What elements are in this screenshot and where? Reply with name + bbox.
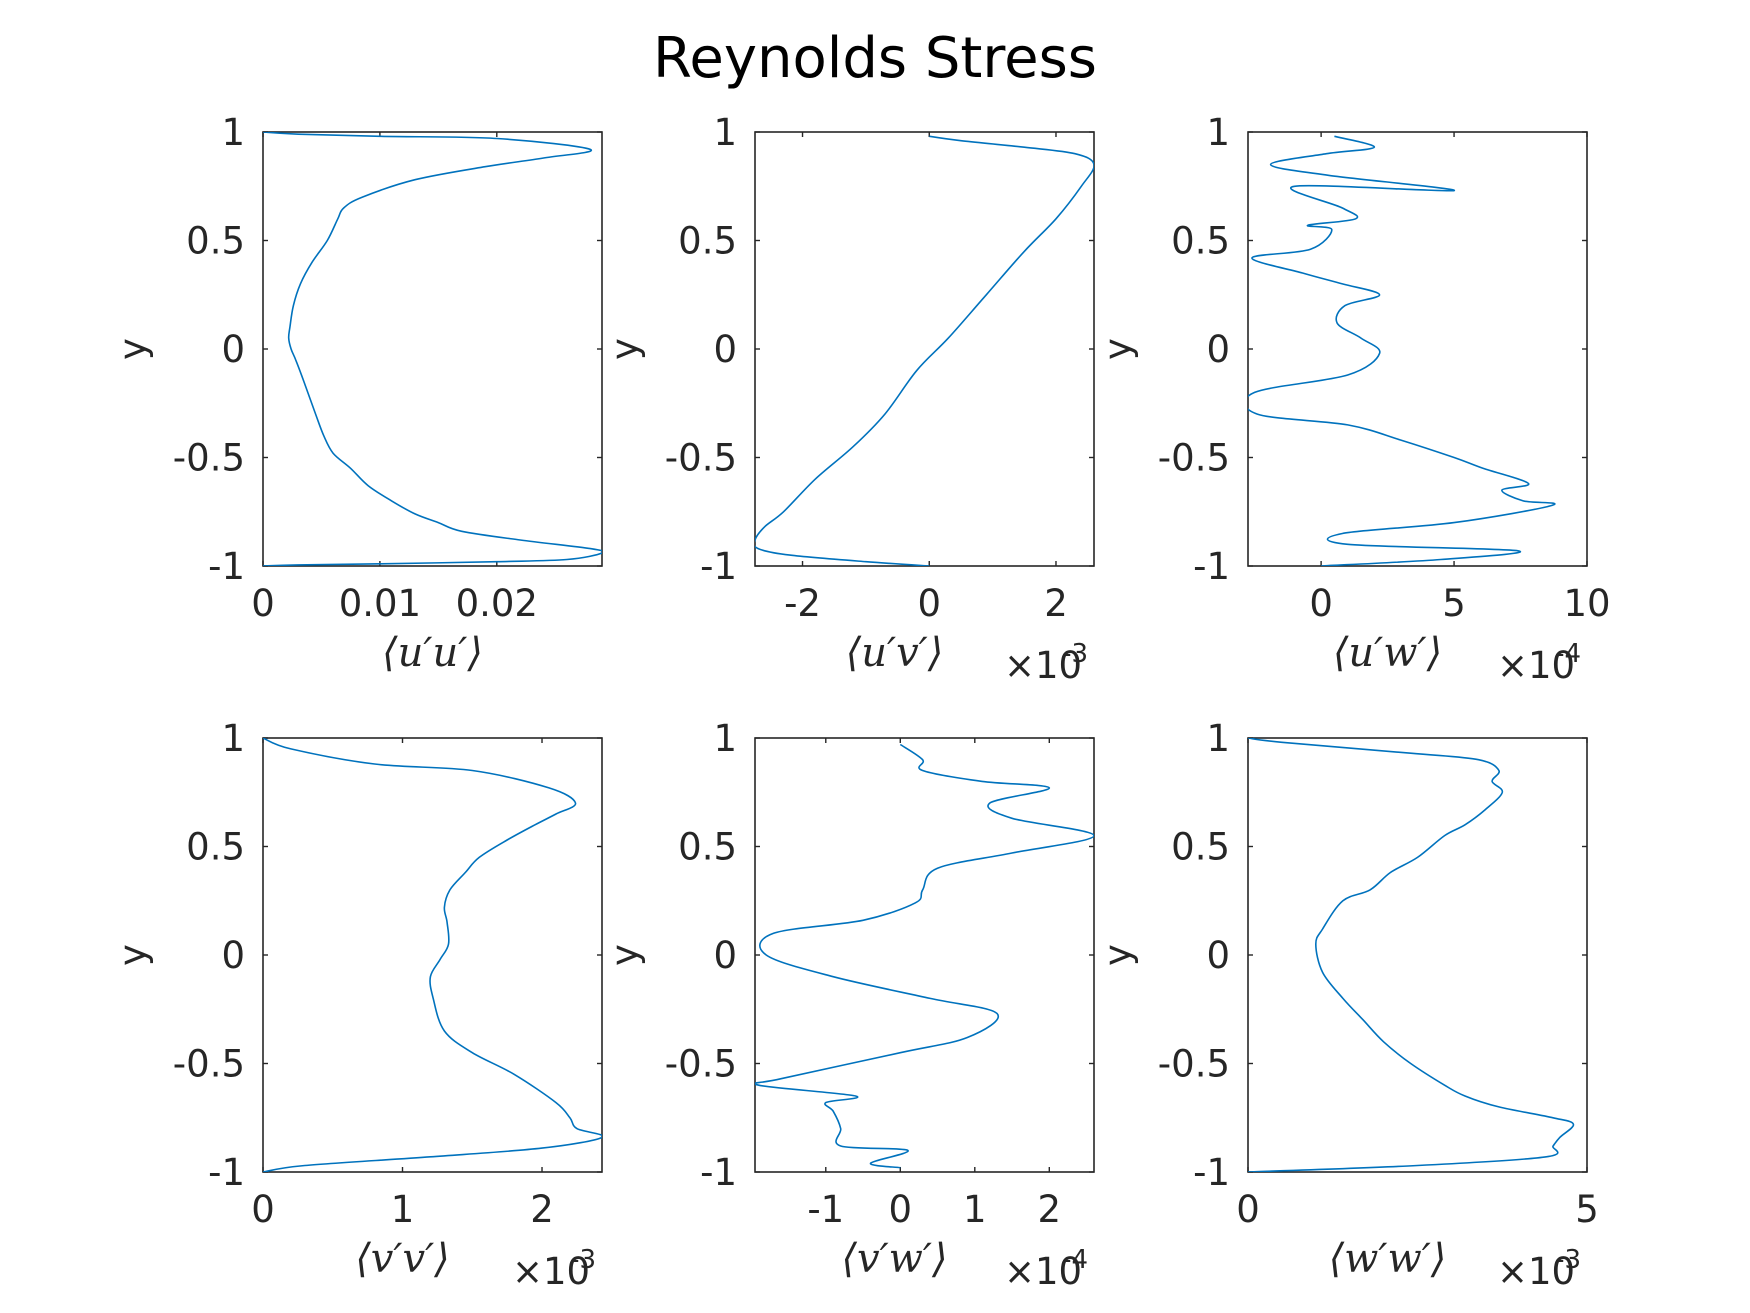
series-line (1248, 738, 1575, 1172)
x-axis-exponent: ×10 (1497, 644, 1575, 687)
y-tick-label: -0.5 (1158, 437, 1230, 480)
x-tick-label: 0 (251, 1188, 275, 1231)
x-axis-exponent: ×10 (1497, 1250, 1575, 1293)
x-tick-label: 2 (1038, 1188, 1062, 1231)
y-tick-label: 1 (713, 111, 737, 154)
x-tick-label: 0 (889, 1188, 913, 1231)
y-tick-label: -0.5 (1158, 1043, 1230, 1086)
y-tick-label: -1 (1193, 1151, 1230, 1194)
y-axis-label: y (1096, 338, 1139, 360)
y-tick-label: 1 (1206, 717, 1230, 760)
y-tick-label: 0 (713, 934, 737, 977)
x-axis-label: ⟨u′u′⟩ (382, 630, 483, 676)
subplot-6: -1 -0.5 0 0.5 1 0 5 y ⟨w′w′⟩ ×10-3 (1096, 717, 1599, 1293)
x-tick-label: 0.02 (456, 582, 538, 625)
y-tick-label: 0 (713, 328, 737, 371)
y-tick-label: -0.5 (173, 1043, 245, 1086)
x-axis-label: ⟨v′v′⟩ (355, 1236, 450, 1282)
subplot-1: -1 -0.5 0 0.5 1 0 0.01 0.02 y ⟨u′u′⟩ (111, 111, 603, 676)
y-axis-label: y (111, 338, 154, 360)
axes-box (262, 737, 603, 1173)
y-tick-label: 1 (1206, 111, 1230, 154)
x-axis-exponent: ×10 (512, 1250, 590, 1293)
x-tick-label: 5 (1442, 582, 1466, 625)
x-tick-label: 0 (1236, 1188, 1260, 1231)
figure-title: Reynolds Stress (653, 26, 1097, 91)
subplot-4: -1 -0.5 0 0.5 1 0 1 2 y ⟨v′v′⟩ ×10-3 (111, 717, 603, 1293)
y-tick-label: -0.5 (665, 437, 737, 480)
y-tick-label: -1 (208, 545, 245, 588)
x-tick-label: 0 (1309, 582, 1333, 625)
x-tick-label: 10 (1563, 582, 1610, 625)
x-tick-label: 0 (917, 582, 941, 625)
x-tick-label: 1 (391, 1188, 415, 1231)
y-tick-label: 0.5 (1171, 220, 1230, 263)
series-line (263, 738, 602, 1172)
y-tick-label: -1 (700, 545, 737, 588)
y-tick-label: 0.5 (678, 826, 737, 869)
x-tick-label: -1 (807, 1188, 844, 1231)
axes-box (1247, 737, 1588, 1173)
x-axis-exponent: ×10 (1004, 1250, 1082, 1293)
subplot-5: -1 -0.5 0 0.5 1 -1 0 1 2 y ⟨v′w′⟩ ×10-4 (603, 717, 1095, 1293)
y-tick-label: 1 (713, 717, 737, 760)
x-axis-exponent: ×10 (1004, 644, 1082, 687)
subplot-3: -1-0.500.510 5 10y⟨u′w′⟩ ×10-4 (1096, 111, 1611, 687)
y-tick-label: 0.5 (678, 220, 737, 263)
x-axis-label: ⟨v′w′⟩ (841, 1236, 947, 1282)
y-tick-label: 0 (221, 328, 245, 371)
series-line (263, 132, 602, 566)
y-tick-label: 1 (221, 717, 245, 760)
axes-box (754, 737, 1095, 1173)
subplot-grid: -1-0.500.510 0.01 0.02y⟨u′u′⟩-1-0.500.51-2… (111, 111, 1611, 1293)
series-line (1248, 135, 1556, 566)
x-tick-label: 2 (1044, 582, 1068, 625)
y-axis-label: y (603, 338, 646, 360)
series-line (755, 135, 1094, 566)
axes-box (262, 131, 603, 567)
subplot-2: -1 -0.5 0 0.5 1 -2 0 2 y ⟨u′v′⟩ ×10-3 (603, 111, 1095, 687)
x-tick-label: 2 (530, 1188, 554, 1231)
x-axis-label: ⟨u′v′⟩ (846, 630, 944, 676)
y-tick-label: 0 (1206, 934, 1230, 977)
series-line (755, 743, 1094, 1169)
y-tick-label: -0.5 (665, 1043, 737, 1086)
x-axis-label: ⟨u′w′⟩ (1333, 630, 1442, 676)
x-tick-label: 5 (1575, 1188, 1599, 1231)
axes-box (1247, 131, 1588, 567)
y-tick-label: -1 (1193, 545, 1230, 588)
y-tick-label: 0.5 (186, 220, 245, 263)
x-axis-exponent-power: -3 (570, 1245, 596, 1275)
y-tick-label: -1 (208, 1151, 245, 1194)
y-tick-label: 0.5 (1171, 826, 1230, 869)
y-axis-label: y (603, 944, 646, 966)
x-axis-exponent-power: -4 (1062, 1245, 1088, 1275)
x-axis-label: ⟨w′w′⟩ (1329, 1236, 1447, 1282)
y-tick-label: 0.5 (186, 826, 245, 869)
y-tick-label: 0 (1206, 328, 1230, 371)
x-tick-label: 0 (251, 582, 275, 625)
x-tick-label: 1 (963, 1188, 987, 1231)
x-tick-label: -2 (784, 582, 821, 625)
y-tick-label: -0.5 (173, 437, 245, 480)
y-tick-label: -1 (700, 1151, 737, 1194)
axes-box (754, 131, 1095, 567)
y-tick-label: 1 (221, 111, 245, 154)
x-axis-exponent-power: -3 (1062, 639, 1088, 669)
y-axis-label: y (1096, 944, 1139, 966)
x-axis-exponent-power: -4 (1555, 639, 1581, 669)
y-tick-label: 0 (221, 934, 245, 977)
x-axis-exponent-power: -3 (1555, 1245, 1581, 1275)
x-tick-label: 0.01 (339, 582, 421, 625)
y-axis-label: y (111, 944, 154, 966)
